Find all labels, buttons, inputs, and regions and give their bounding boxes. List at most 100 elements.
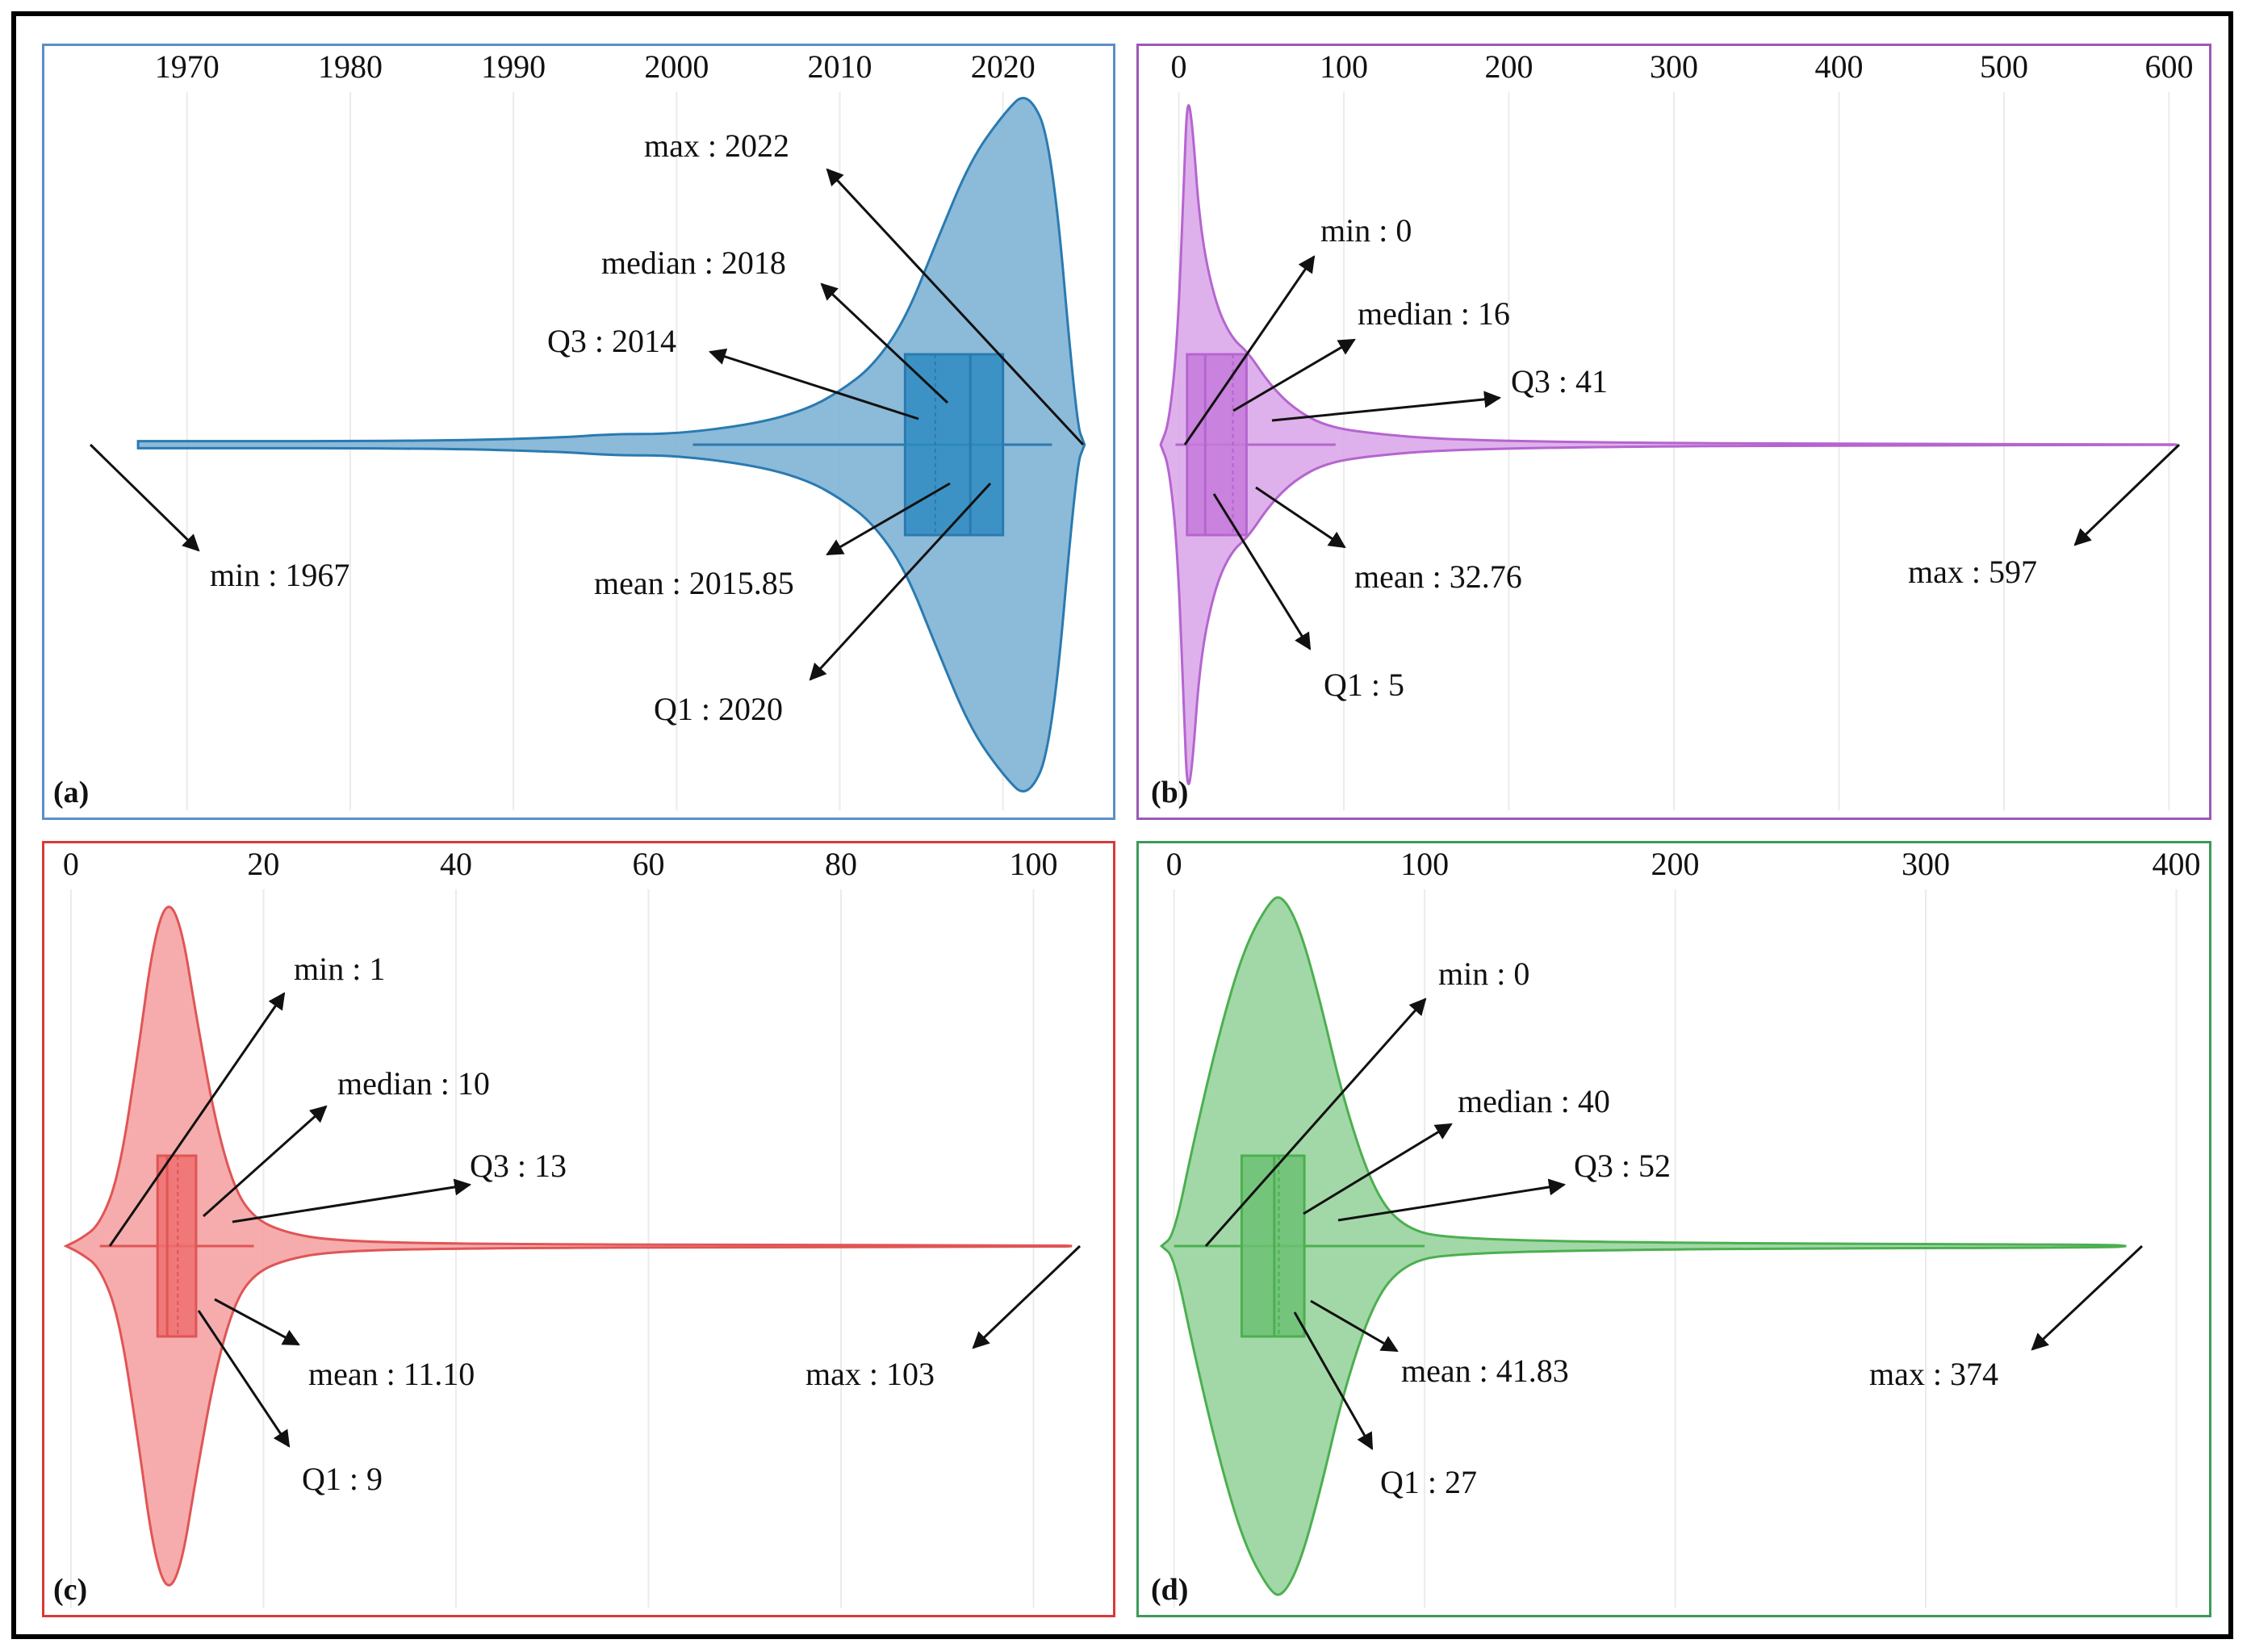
tick-label-a-5: 2020 <box>971 48 1036 85</box>
label-b-max: max : 597 <box>1908 554 2037 590</box>
label-c-median: median : 10 <box>337 1065 490 1102</box>
arrow-b-min <box>1183 255 1316 445</box>
label-a-q1: Q1 : 2020 <box>654 691 783 727</box>
panel-c-violin <box>63 905 1073 1587</box>
label-c-q1: Q1 : 9 <box>302 1461 383 1497</box>
panel-a-border <box>42 44 1115 820</box>
violin-panel-c: 0 20 40 60 80 100 min : 1 median : 10 Q3 : 13… <box>42 841 1115 1617</box>
arrow-a-median <box>820 282 949 404</box>
panel-a-annotations: max : 2022 median : 2018 Q3 : 2014 min :… <box>89 128 1085 727</box>
panel-a-violin <box>136 97 1086 793</box>
arrow-a-q1 <box>809 482 992 681</box>
label-d-q1: Q1 : 27 <box>1380 1464 1477 1500</box>
tick-label-a-3: 2000 <box>644 48 709 85</box>
tick-label-b-2: 200 <box>1485 48 1533 85</box>
label-a-min: min : 1967 <box>210 557 349 593</box>
arrow-d-mean <box>1310 1299 1399 1353</box>
tick-label-a-4: 2010 <box>808 48 872 85</box>
tick-label-a-0: 1970 <box>155 48 220 85</box>
arrow-a-q3 <box>709 348 919 420</box>
panel-a-label: (a) <box>53 776 89 809</box>
tick-label-c-3: 60 <box>632 846 664 882</box>
arrow-b-q3 <box>1271 391 1502 422</box>
iqr-box-d <box>1240 1154 1306 1338</box>
label-a-max: max : 2022 <box>644 128 789 164</box>
arrow-d-min <box>1204 997 1427 1247</box>
panel-c-border <box>42 841 1115 1617</box>
arrow-c-q1 <box>197 1310 291 1448</box>
panel-b-label: (b) <box>1151 776 1188 809</box>
panel-c-annotations: min : 1 median : 10 Q3 : 13 mean : 11.10… <box>108 951 1082 1497</box>
tick-label-d-3: 300 <box>1902 846 1950 882</box>
arrow-a-max <box>826 168 1085 446</box>
arrow-d-q3 <box>1337 1178 1567 1222</box>
tick-label-c-1: 20 <box>247 846 279 882</box>
violin-panel-a: 1970 1980 1990 2000 2010 2020 max : 2022 medi… <box>42 44 1115 820</box>
label-a-q3: Q3 : 2014 <box>547 323 676 359</box>
tick-label-d-2: 200 <box>1651 846 1700 882</box>
tick-label-b-3: 300 <box>1650 48 1698 85</box>
arrow-d-median <box>1303 1123 1453 1215</box>
panel-b-violin <box>1159 104 2178 785</box>
label-c-q3: Q3 : 13 <box>470 1148 567 1184</box>
tick-label-a-2: 1990 <box>481 48 546 85</box>
label-d-median: median : 40 <box>1458 1083 1610 1119</box>
label-b-q3: Q3 : 41 <box>1511 363 1608 399</box>
panel-d-border <box>1136 841 2211 1617</box>
label-b-median: median : 16 <box>1358 295 1510 332</box>
tick-label-c-2: 40 <box>440 846 472 882</box>
arrow-b-max <box>2073 443 2181 546</box>
arrow-b-median <box>1232 338 1356 412</box>
iqr-box-a <box>903 353 1005 537</box>
label-c-max: max : 103 <box>805 1356 935 1392</box>
arrow-c-min <box>108 992 286 1247</box>
tick-label-c-5: 100 <box>1010 846 1058 882</box>
arrow-c-mean <box>214 1298 300 1346</box>
panel-d-annotations: min : 0 median : 40 Q3 : 52 mean : 41.83… <box>1204 956 2144 1500</box>
label-b-q1: Q1 : 5 <box>1324 667 1404 703</box>
label-c-mean: mean : 11.10 <box>308 1356 475 1392</box>
arrow-b-mean <box>1255 486 1346 549</box>
panel-a-boxplot <box>692 353 1052 537</box>
label-d-mean: mean : 41.83 <box>1401 1353 1569 1389</box>
tick-label-b-0: 0 <box>1171 48 1187 85</box>
arrow-b-q1 <box>1212 493 1312 650</box>
figure-frame <box>11 11 2233 1639</box>
label-a-mean: mean : 2015.85 <box>594 565 794 601</box>
tick-label-d-4: 400 <box>2152 846 2200 882</box>
tick-label-d-1: 100 <box>1400 846 1449 882</box>
arrow-c-q3 <box>232 1178 472 1223</box>
violin-panel-d: 0 100 200 300 400 min : 0 median : 40 Q3 : 5… <box>1136 841 2211 1617</box>
label-a-median: median : 2018 <box>601 245 786 281</box>
tick-label-c-0: 0 <box>63 846 79 882</box>
panel-d-violin <box>1159 896 2127 1596</box>
iqr-box-c <box>156 1154 198 1338</box>
panel-b-annotations: min : 0 median : 16 Q3 : 41 mean : 32.76… <box>1183 212 2181 703</box>
tick-label-c-4: 80 <box>825 846 857 882</box>
panel-b-boxplot <box>1175 353 1336 537</box>
label-b-mean: mean : 32.76 <box>1354 558 1522 595</box>
arrow-c-max <box>972 1244 1082 1349</box>
tick-label-b-1: 100 <box>1320 48 1368 85</box>
panel-d-label: (d) <box>1151 1573 1188 1607</box>
tick-label-a-1: 1980 <box>318 48 383 85</box>
arrow-a-min <box>89 443 200 552</box>
label-d-max: max : 374 <box>1869 1356 1998 1392</box>
arrow-c-median <box>202 1105 328 1218</box>
arrow-a-mean <box>826 482 951 556</box>
tick-label-b-5: 500 <box>1980 48 2028 85</box>
tick-label-b-6: 600 <box>2144 48 2193 85</box>
panel-d-boxplot <box>1174 1154 1425 1338</box>
tick-label-b-4: 400 <box>1814 48 1863 85</box>
label-c-min: min : 1 <box>294 951 385 987</box>
panel-c-label: (c) <box>53 1573 87 1607</box>
iqr-box-b <box>1186 353 1248 537</box>
arrow-d-max <box>2031 1244 2144 1351</box>
violin-panel-b: 0 100 200 300 400 500 600 min : 0 median : 16 … <box>1136 44 2211 820</box>
label-d-q3: Q3 : 52 <box>1574 1148 1671 1184</box>
label-d-min: min : 0 <box>1438 956 1529 992</box>
tick-label-d-0: 0 <box>1166 846 1182 882</box>
arrow-d-q1 <box>1293 1311 1374 1450</box>
panel-c-boxplot <box>99 1154 254 1338</box>
label-b-min: min : 0 <box>1320 212 1412 249</box>
